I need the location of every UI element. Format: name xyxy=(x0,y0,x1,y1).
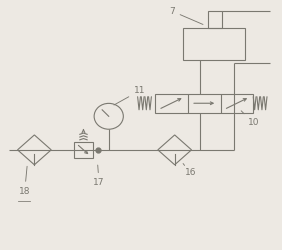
Text: 18: 18 xyxy=(19,166,30,196)
Bar xyxy=(155,94,253,112)
Bar xyxy=(74,142,92,158)
Bar xyxy=(208,11,222,28)
Bar xyxy=(183,28,245,60)
Text: 11: 11 xyxy=(114,86,146,105)
Text: 10: 10 xyxy=(241,111,259,128)
Text: 17: 17 xyxy=(93,165,105,187)
Text: 7: 7 xyxy=(169,6,203,25)
Text: 16: 16 xyxy=(183,164,196,177)
